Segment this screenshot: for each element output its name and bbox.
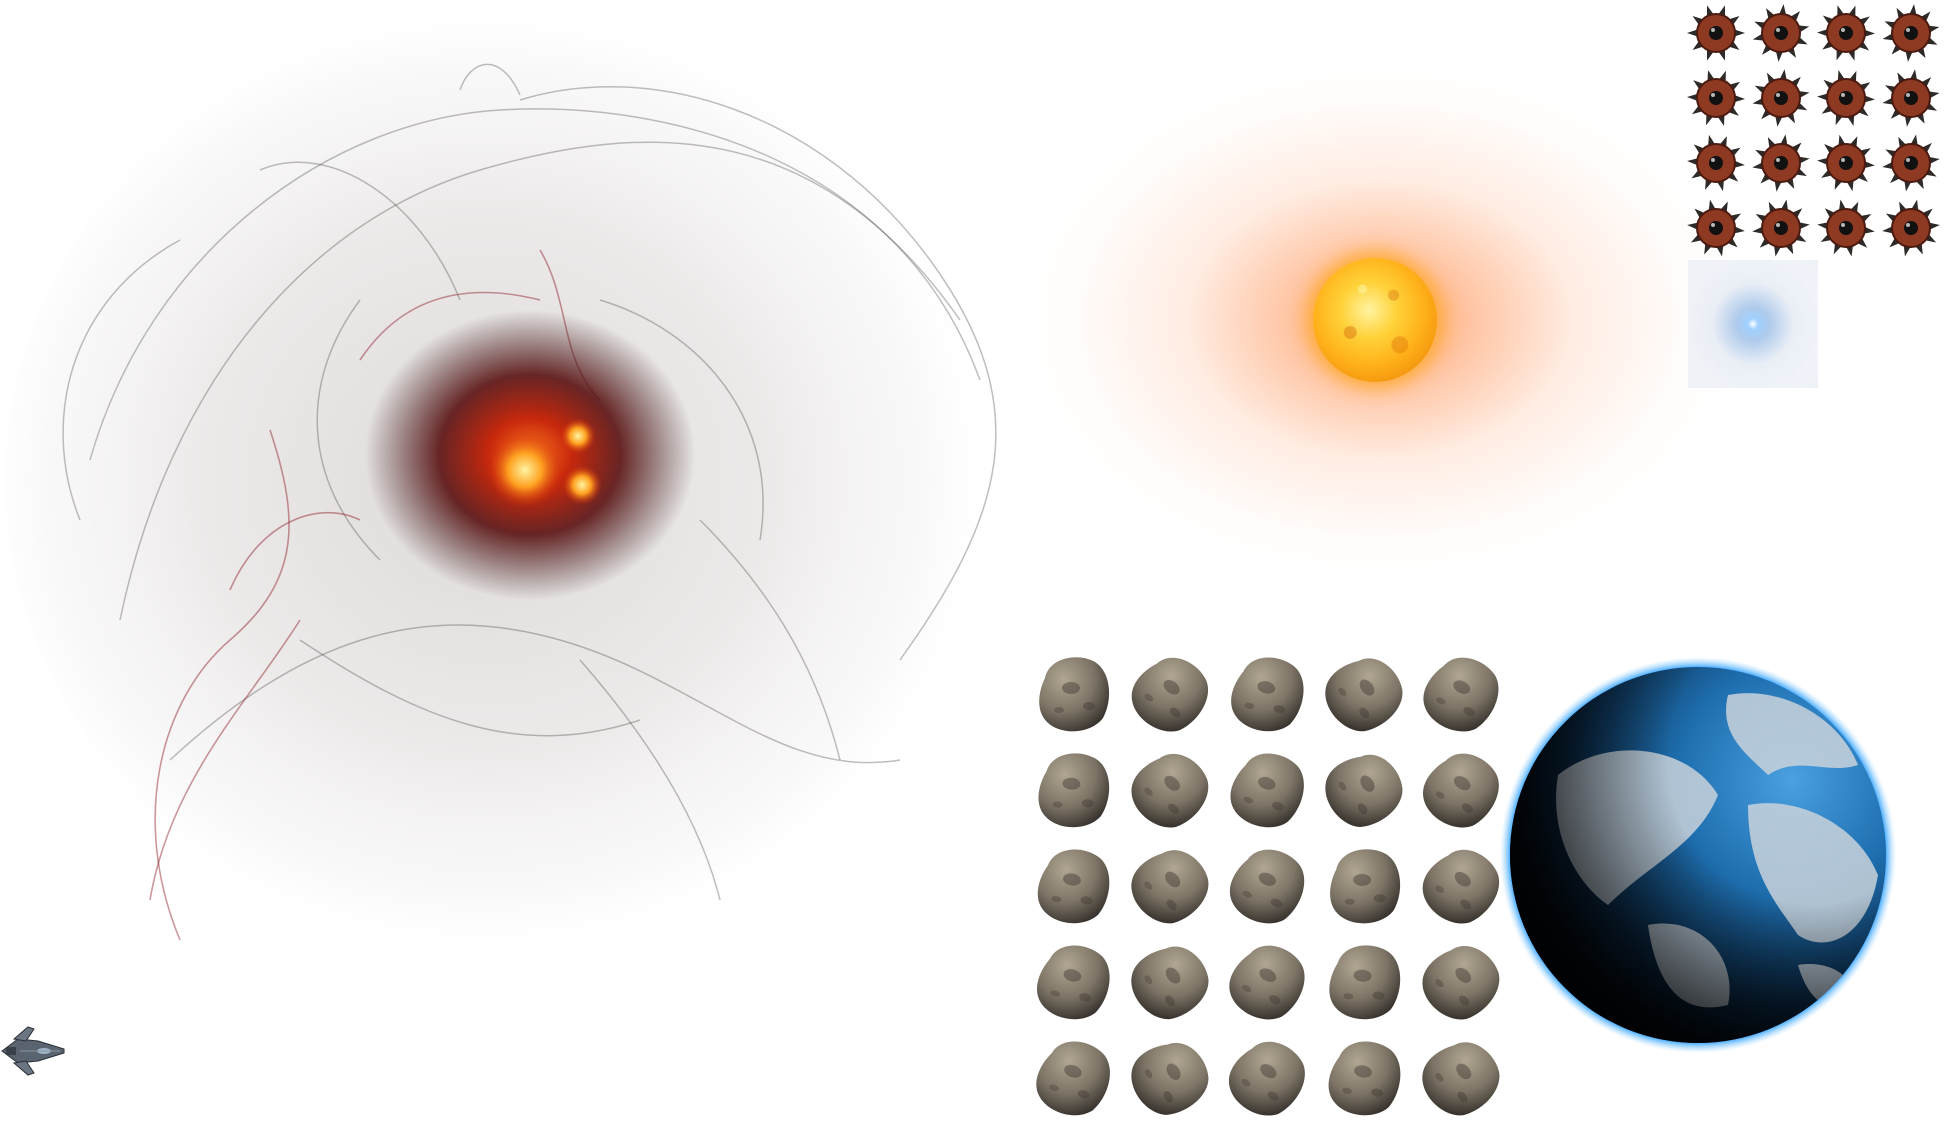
spiked-mine-icon	[1683, 130, 1748, 195]
spiked-mine-icon	[1748, 65, 1813, 130]
blue-light-flare-icon	[1688, 260, 1818, 388]
asteroid-icon	[1316, 741, 1413, 837]
spiked-mine-icon	[1878, 0, 1943, 65]
asteroid-sprite-grid	[1025, 645, 1510, 1125]
asteroid-icon	[1413, 933, 1510, 1029]
sun-icon	[1313, 258, 1437, 382]
spiked-mine-icon	[1878, 65, 1943, 130]
spiked-mine-icon	[1748, 130, 1813, 195]
asteroid-icon	[1025, 1029, 1122, 1125]
spiked-mine-icon	[1813, 195, 1878, 260]
spiked-mine-icon	[1683, 0, 1748, 65]
spiked-mine-icon	[1813, 65, 1878, 130]
asteroid-icon	[1219, 645, 1316, 741]
asteroid-icon	[1122, 645, 1219, 741]
mine-sprite-grid	[1683, 0, 1945, 260]
spiked-mine-icon	[1683, 195, 1748, 260]
spiked-mine-icon	[1878, 195, 1943, 260]
asteroid-icon	[1413, 837, 1510, 933]
spaceship-icon	[0, 1025, 66, 1077]
asteroid-icon	[1316, 645, 1413, 741]
asteroid-icon	[1219, 837, 1316, 933]
asteroid-icon	[1413, 741, 1510, 837]
asteroid-icon	[1025, 645, 1122, 741]
asteroid-icon	[1122, 837, 1219, 933]
spiked-mine-icon	[1683, 65, 1748, 130]
spiked-mine-icon	[1813, 0, 1878, 65]
asteroid-icon	[1122, 1029, 1219, 1125]
asteroid-icon	[1122, 741, 1219, 837]
spiked-mine-icon	[1748, 195, 1813, 260]
asteroid-icon	[1316, 1029, 1413, 1125]
asteroid-icon	[1413, 1029, 1510, 1125]
earth-planet-icon	[1498, 655, 1898, 1055]
asteroid-icon	[1219, 1029, 1316, 1125]
nebula-icon	[0, 0, 1010, 1010]
spiked-mine-icon	[1748, 0, 1813, 65]
asteroid-icon	[1316, 837, 1413, 933]
asteroid-icon	[1413, 645, 1510, 741]
asteroid-icon	[1025, 837, 1122, 933]
asteroid-icon	[1219, 933, 1316, 1029]
spiked-mine-icon	[1878, 130, 1943, 195]
asteroid-icon	[1122, 933, 1219, 1029]
asteroid-icon	[1219, 741, 1316, 837]
asteroid-icon	[1316, 933, 1413, 1029]
spiked-mine-icon	[1813, 130, 1878, 195]
asteroid-icon	[1025, 933, 1122, 1029]
asteroid-icon	[1025, 741, 1122, 837]
